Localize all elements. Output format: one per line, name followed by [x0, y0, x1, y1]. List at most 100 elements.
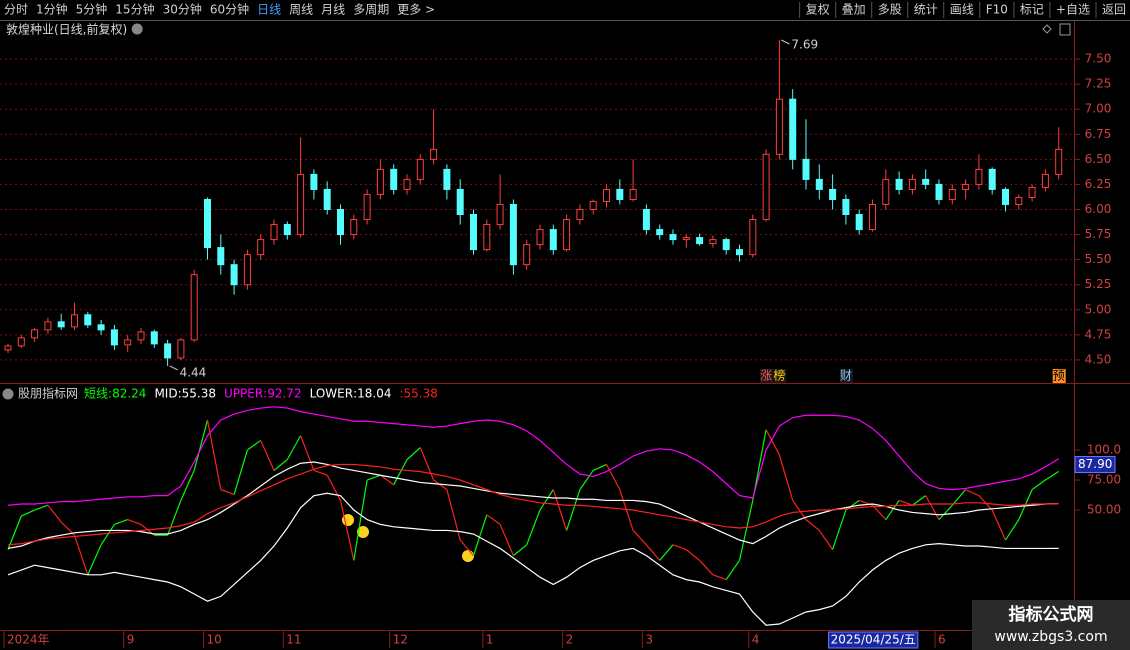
period-tab[interactable]: 60分钟: [210, 2, 249, 17]
y-tick-label: 4.75: [1085, 327, 1112, 341]
short-line-segment: [326, 474, 342, 501]
short-line-segment: [233, 449, 248, 495]
short-line-segment: [552, 489, 568, 531]
event-marker[interactable]: 财: [840, 369, 852, 383]
toolbar-button[interactable]: 叠加: [842, 3, 866, 17]
candle-body: [84, 314, 92, 326]
legend-name: 短线: [84, 387, 108, 401]
candle-body: [855, 214, 863, 231]
period-tab[interactable]: 日线: [257, 3, 281, 17]
period-tab[interactable]: 1分钟: [36, 2, 68, 17]
watermark-box: [972, 600, 1130, 650]
candle-body: [270, 224, 278, 241]
candle-body: [669, 234, 677, 241]
short-line-segment: [685, 549, 700, 561]
period-tab[interactable]: 更多 >: [397, 3, 435, 17]
candle-body: [908, 178, 916, 190]
short-line-segment: [273, 459, 288, 471]
x-tick-label: 4: [752, 633, 760, 647]
period-tab[interactable]: 月线: [321, 3, 345, 17]
period-tab[interactable]: 多周期: [353, 3, 389, 17]
candle-body: [722, 239, 730, 251]
candle-body: [456, 188, 464, 216]
short-line-segment: [605, 464, 621, 490]
legend-value: 55.38: [404, 387, 438, 401]
candle-body: [416, 158, 424, 180]
candle-body: [589, 200, 597, 210]
y-tick-label: 7.25: [1085, 77, 1112, 91]
candle-body: [124, 339, 132, 346]
watermark-url: www.zbgs3.com: [994, 629, 1107, 645]
low-label: 4.44: [180, 365, 207, 379]
toolbar-button[interactable]: F10: [986, 3, 1008, 17]
candle-body: [935, 183, 943, 200]
event-marker-bg[interactable]: [773, 369, 787, 383]
short-line-segment: [220, 489, 235, 495]
candle-body: [1041, 173, 1049, 188]
period-tab[interactable]: 分时: [4, 3, 28, 17]
candle-body: [549, 229, 557, 251]
candle-body: [895, 178, 903, 190]
current-value-box: [1074, 456, 1116, 474]
period-tab[interactable]: 15分钟: [115, 2, 154, 17]
y-tick-label: 5.50: [1085, 252, 1112, 266]
short-line-segment: [313, 469, 328, 476]
x-tick-label: 1: [486, 633, 494, 647]
legend-separator: :: [353, 387, 357, 401]
toolbar-button[interactable]: 画线: [950, 3, 974, 17]
candle-body: [962, 183, 970, 190]
candle-body: [496, 203, 504, 226]
legend-name: LOWER: [310, 387, 354, 401]
short-line-segment: [1004, 519, 1020, 541]
indicator-menu-icon[interactable]: [2, 388, 14, 400]
short-line-segment: [472, 514, 488, 556]
short-line-segment: [765, 429, 780, 456]
candle-body: [789, 98, 797, 160]
title-menu-icon[interactable]: [131, 23, 143, 35]
short-line-segment: [1045, 470, 1060, 481]
candle-body: [443, 168, 451, 190]
y-tick-label: 7.00: [1085, 102, 1112, 116]
short-line-segment: [699, 560, 714, 576]
toolbar-button[interactable]: 复权: [806, 3, 830, 17]
period-tab[interactable]: 5分钟: [76, 2, 108, 17]
event-marker-bg[interactable]: [1052, 369, 1066, 383]
emoji: [462, 550, 474, 562]
short-line-segment: [206, 419, 222, 490]
y-tick-label: 6.25: [1085, 177, 1112, 191]
toolbar-button[interactable]: +自选: [1056, 3, 1090, 17]
toolbar-button[interactable]: 多股: [878, 3, 902, 17]
short-line-segment: [592, 463, 607, 471]
candle-body: [217, 247, 225, 266]
toolbar-button[interactable]: 返回: [1102, 3, 1126, 17]
period-tab[interactable]: 周线: [289, 3, 313, 17]
short-line-segment: [832, 509, 847, 550]
short-line-segment: [486, 514, 501, 525]
event-marker[interactable]: 涨: [760, 368, 772, 383]
event-marker[interactable]: 预: [1053, 369, 1065, 383]
short-line-segment: [366, 474, 381, 481]
period-tab[interactable]: 30分钟: [163, 2, 202, 17]
toolbar-button[interactable]: 统计: [914, 3, 938, 17]
candle-body: [749, 219, 757, 256]
short-line-segment: [286, 435, 302, 460]
short-line-segment: [659, 544, 674, 561]
short-line-segment: [114, 519, 128, 525]
short-line-segment: [712, 574, 727, 581]
panel-icon[interactable]: [1059, 23, 1071, 36]
short-line-segment: [34, 504, 49, 511]
short-line-segment: [87, 544, 102, 576]
toolbar-button[interactable]: 标记: [1020, 3, 1044, 17]
event-marker[interactable]: 榜: [773, 368, 785, 383]
candle-body: [177, 339, 185, 359]
event-marker-bg[interactable]: [760, 369, 774, 383]
short-line-segment: [579, 470, 594, 490]
short-line-segment: [393, 459, 408, 486]
short-line-segment: [180, 470, 195, 501]
short-line-segment: [645, 544, 661, 561]
event-marker-bg[interactable]: [839, 369, 853, 383]
short-line-segment: [21, 509, 35, 517]
candle-body: [204, 198, 211, 249]
diamond-icon[interactable]: [1042, 24, 1052, 34]
legend-value: 92.72: [267, 387, 301, 401]
